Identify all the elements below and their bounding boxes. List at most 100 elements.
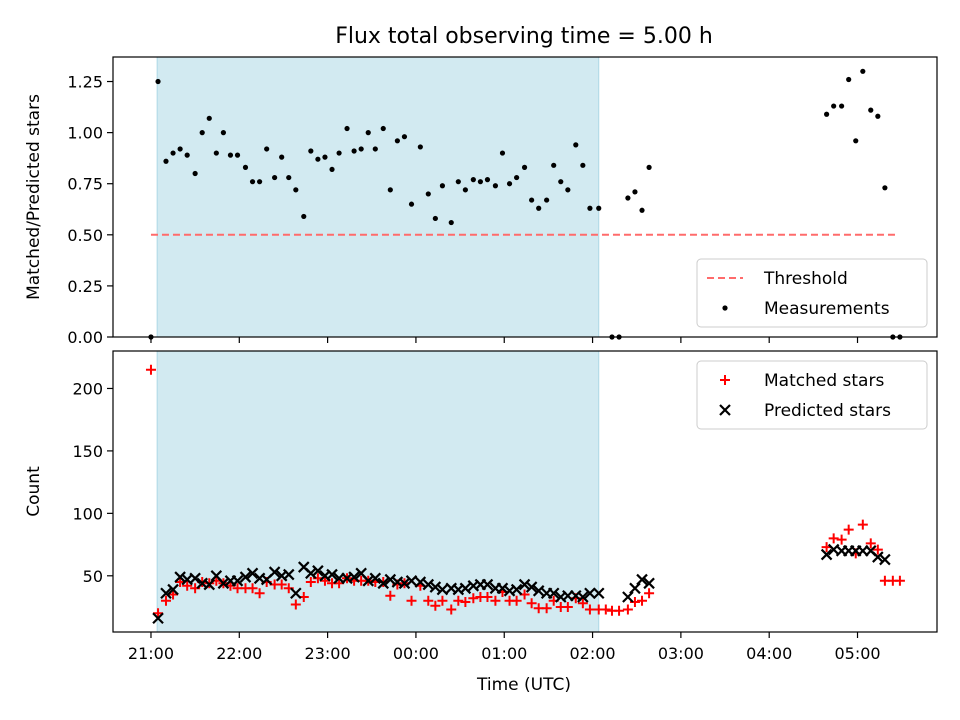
matched-star-point <box>468 593 479 604</box>
measurement-point <box>279 154 285 160</box>
legend-label: Matched stars <box>764 371 884 391</box>
matched-star-point <box>511 595 522 606</box>
measurement-point <box>206 115 212 121</box>
predicted-star-point <box>160 587 172 600</box>
predicted-star-point <box>268 566 281 578</box>
measurement-point <box>860 68 866 74</box>
measurement-point <box>439 183 446 189</box>
x-tick-label: 21:00 <box>128 644 174 663</box>
predicted-star-point <box>622 591 634 603</box>
predicted-star-point <box>290 587 302 600</box>
time-x-axis-ticks: 21:00 22:00 23:00 00:00 01:00 02:00 03:00 04:00… <box>128 632 881 663</box>
measurement-point <box>432 215 438 222</box>
matched-star-point <box>828 533 839 544</box>
count-legend: Matched stars Predicted stars <box>696 360 928 430</box>
predicted-star-point <box>532 585 545 597</box>
measurement-point <box>351 148 357 154</box>
measurement-point <box>249 179 256 185</box>
predicted-star-point <box>167 583 179 596</box>
measurement-point <box>286 174 292 181</box>
measurement-point <box>875 113 881 119</box>
predicted-star-point <box>584 587 596 600</box>
y-tick-label: 200 <box>72 379 103 398</box>
matched-star-point <box>644 588 655 599</box>
matched-star-point <box>446 604 457 615</box>
y-tick-label: 0.00 <box>67 328 103 347</box>
predicted-star-point <box>312 565 324 577</box>
measurement-point <box>315 156 321 162</box>
measurement-point <box>170 150 176 156</box>
matched-star-point <box>584 604 595 615</box>
predicted-star-point <box>405 575 418 587</box>
measurement-point <box>839 103 845 109</box>
measurement-point <box>448 219 454 226</box>
measurement-point <box>596 205 602 211</box>
matched-star-point <box>490 595 501 606</box>
measurement-point <box>551 162 557 168</box>
matched-star-point <box>153 608 164 619</box>
matched-star-point <box>865 538 876 549</box>
measurement-point <box>536 205 542 211</box>
count-panel: 50 100 150 200 21:00 22:00 23:00 00:00 01:00 02:… <box>24 350 938 663</box>
predicted-star-point <box>436 583 449 596</box>
legend-label: Measurements <box>764 299 890 319</box>
matched-star-point <box>577 598 588 609</box>
measurement-point <box>484 177 491 183</box>
matched-star-point <box>276 579 287 590</box>
matched-star-point <box>526 598 537 609</box>
matched-star-point <box>247 583 258 594</box>
matched-star-point <box>872 544 883 555</box>
x-tick-label: 05:00 <box>834 644 880 663</box>
measurement-point <box>234 152 241 158</box>
x-tick-label: 03:00 <box>658 644 704 663</box>
y-tick-label: 100 <box>72 504 103 523</box>
predicted-star-point <box>643 577 655 590</box>
measurement-point <box>322 154 328 160</box>
count-y-axis-label: Count <box>24 466 44 517</box>
predicted-star-point <box>636 573 648 586</box>
matched-star-point <box>406 595 417 606</box>
predicted-star-point <box>362 575 375 587</box>
matched-star-point <box>168 589 179 600</box>
measurement-point <box>358 146 364 152</box>
y-tick-label: 0.75 <box>67 175 103 194</box>
predicted-star-point <box>414 576 427 588</box>
matched-star-point <box>600 604 611 615</box>
legend-matched-swatch <box>720 375 730 385</box>
legend-label: Threshold <box>763 269 848 289</box>
predicted-star-point <box>547 587 560 600</box>
measurement-point <box>831 103 837 109</box>
legend-measurement-swatch <box>722 305 728 311</box>
predicted-star-point <box>326 568 338 581</box>
count-measurements <box>145 364 905 625</box>
measurement-point <box>514 174 520 181</box>
measurement-point <box>301 213 307 220</box>
ratio-measurements <box>148 68 903 340</box>
predicted-star-point <box>384 573 397 586</box>
matched-star-point <box>482 592 493 603</box>
measurement-point <box>365 130 371 136</box>
measurement-point <box>192 170 198 177</box>
predicted-star-point <box>510 583 523 596</box>
matched-star-point <box>319 575 330 586</box>
x-tick-label: 22:00 <box>216 644 262 663</box>
predicted-star-point <box>189 572 201 585</box>
measurement-point <box>853 138 859 144</box>
measurement-point <box>632 189 638 195</box>
x-axis-label: Time (UTC) <box>476 675 571 695</box>
ratio-y-axis-ticks: 0.00 0.25 0.50 0.75 1.00 1.25 <box>67 73 113 347</box>
predicted-star-point <box>481 578 494 591</box>
predicted-star-point <box>496 582 509 595</box>
predicted-star-point <box>369 572 382 585</box>
matched-star-point <box>562 602 573 613</box>
matched-star-point <box>145 364 156 375</box>
measurement-point <box>625 195 631 201</box>
count-y-axis-ticks: 50 100 150 200 <box>72 379 113 586</box>
measurement-point <box>506 181 513 187</box>
matched-star-point <box>182 580 193 591</box>
ratio-legend: Threshold Measurements <box>696 258 928 328</box>
predicted-star-point <box>429 581 442 593</box>
predicted-star-point <box>231 575 244 587</box>
measurement-point <box>264 146 270 152</box>
